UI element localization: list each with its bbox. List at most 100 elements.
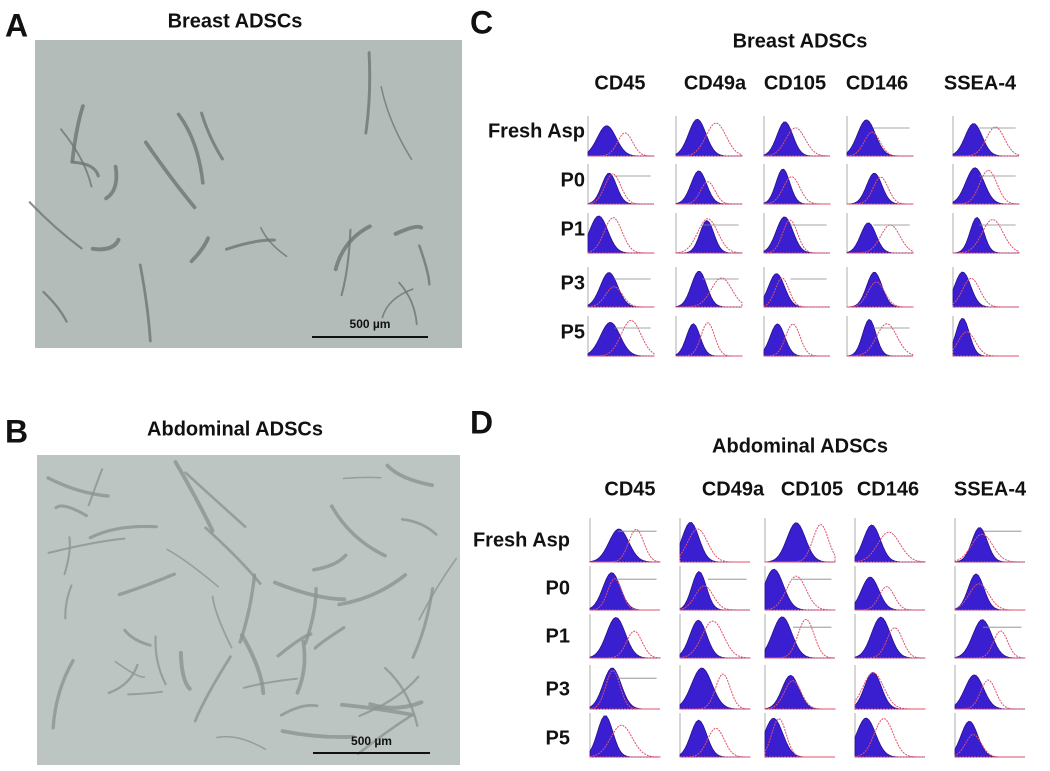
cell <box>143 140 197 210</box>
cell <box>276 632 313 658</box>
histogram-control <box>587 125 654 157</box>
micrograph <box>35 40 462 348</box>
histogram-stained <box>587 173 654 205</box>
histogram-stained <box>846 176 914 205</box>
cell <box>381 288 414 319</box>
column-header: CD49a <box>684 72 747 94</box>
histogram-control <box>675 323 742 357</box>
histogram-stained <box>854 586 925 611</box>
histogram-control <box>846 172 913 205</box>
histogram-control <box>589 528 661 563</box>
histogram-stained <box>763 277 830 308</box>
histogram-stained <box>854 718 926 758</box>
row-label: P3 <box>546 678 570 700</box>
histogram-stained <box>954 583 1026 611</box>
histogram-control <box>763 216 830 254</box>
panel-label: C <box>470 4 493 40</box>
histogram-stained <box>587 286 655 308</box>
column-header: CD105 <box>764 72 826 94</box>
histogram-stained <box>675 122 743 157</box>
panel-title: Abdominal ADSCs <box>147 418 323 440</box>
histogram-stained <box>846 131 913 157</box>
cell <box>123 628 152 647</box>
histogram-control <box>589 715 660 758</box>
histogram-control <box>954 619 1026 659</box>
histogram-control <box>952 167 1020 205</box>
histogram-control <box>675 170 742 205</box>
histogram-control <box>589 572 660 611</box>
cell <box>329 504 387 558</box>
histogram-control <box>854 576 925 611</box>
cell <box>313 626 346 650</box>
cell <box>380 85 413 161</box>
cell <box>418 557 458 621</box>
histogram-control <box>675 118 742 157</box>
histogram-stained <box>854 672 925 710</box>
cell <box>260 227 288 258</box>
column-header: CD45 <box>594 72 645 94</box>
cell <box>204 526 262 585</box>
cell <box>178 650 192 691</box>
cell <box>51 658 75 730</box>
histogram-stained <box>590 630 661 659</box>
histogram-stained <box>955 630 1026 659</box>
cell <box>368 700 424 710</box>
cell <box>104 164 119 201</box>
cell <box>364 51 372 135</box>
histogram-stained <box>952 218 1020 254</box>
panel-title: Breast ADSCs <box>733 30 868 52</box>
histogram-control <box>589 616 661 659</box>
histogram-stained <box>763 176 831 205</box>
histogram-stained <box>588 132 655 157</box>
histogram-stained <box>675 218 743 254</box>
cell <box>127 690 164 696</box>
cell <box>216 735 267 750</box>
row-label: P1 <box>561 218 585 240</box>
cell <box>154 635 167 686</box>
histogram-control <box>587 215 654 254</box>
histogram-stained <box>679 620 751 659</box>
cell <box>138 263 152 343</box>
cell <box>411 586 435 659</box>
histogram-control <box>764 568 835 611</box>
cell <box>54 504 88 518</box>
panel-label: B <box>5 413 28 449</box>
histogram-stained <box>846 323 914 357</box>
histogram-stained <box>764 575 836 611</box>
histogram-control <box>679 570 750 611</box>
cell <box>64 584 73 620</box>
row-label: P5 <box>546 727 570 749</box>
cell <box>200 111 224 161</box>
cell <box>173 460 215 533</box>
histogram-stained <box>680 673 751 710</box>
histogram-stained <box>679 528 750 563</box>
histogram-control <box>587 272 654 308</box>
row-label: P0 <box>546 577 570 599</box>
histogram-control <box>846 318 913 357</box>
histogram-control <box>954 527 1025 563</box>
cell <box>107 663 139 695</box>
histogram-stained <box>675 277 743 308</box>
histogram-stained <box>590 528 661 563</box>
histogram-stained <box>952 126 1020 157</box>
cell <box>46 476 110 498</box>
cell <box>398 281 418 326</box>
histogram-stained <box>589 669 660 710</box>
histogram-control <box>675 220 742 254</box>
cell <box>242 677 299 689</box>
panel-title: Abdominal ADSCs <box>712 435 888 457</box>
column-header: CD146 <box>857 478 919 500</box>
histogram-control <box>679 719 750 758</box>
histogram-stained <box>846 224 914 254</box>
cell <box>166 548 220 588</box>
row-label: P0 <box>561 169 585 191</box>
column-header: CD146 <box>846 72 908 94</box>
cell <box>28 201 83 250</box>
histogram-stained <box>675 322 742 357</box>
row-label: Fresh Asp <box>473 529 570 551</box>
panel-title: Breast ADSCs <box>168 10 303 32</box>
cell <box>193 655 232 723</box>
scale-bar-label: 500 µm <box>351 734 392 748</box>
histogram-stained <box>589 724 661 758</box>
